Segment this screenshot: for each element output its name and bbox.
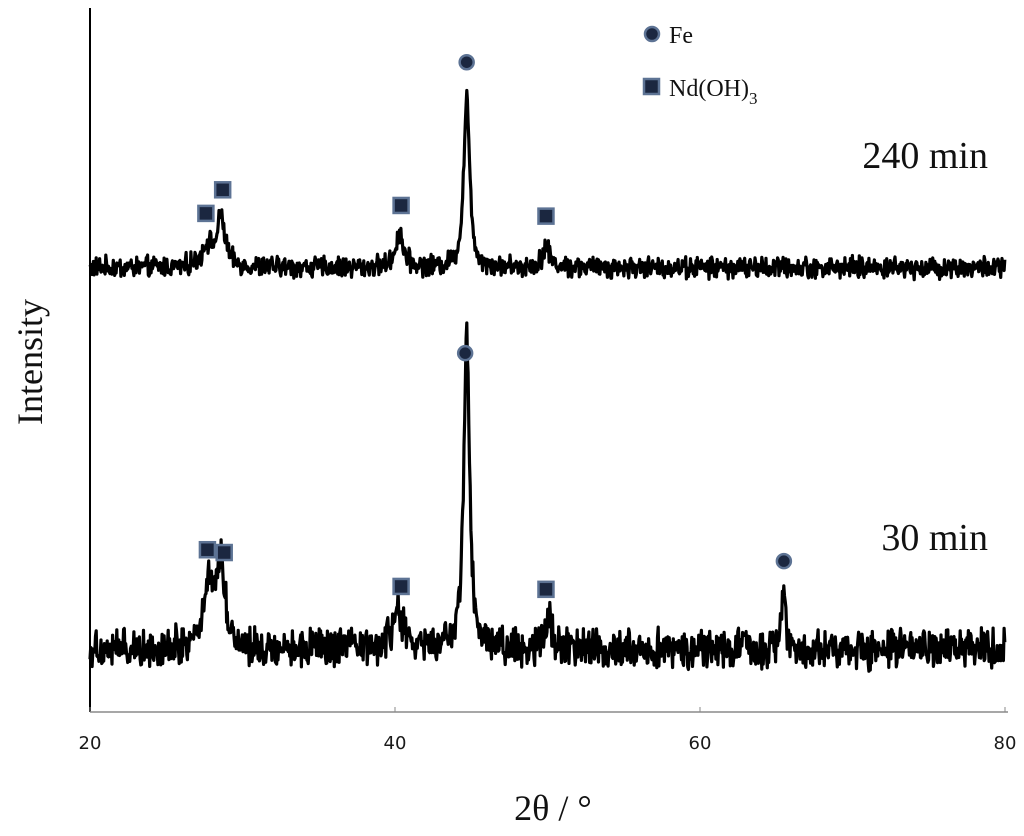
x-tick-label: 20 xyxy=(79,733,102,754)
ndoh3-peak-marker xyxy=(197,204,215,223)
fe-peak-marker xyxy=(458,53,475,71)
x-axis-title: 2θ / ° xyxy=(514,788,592,828)
y-axis-title: Intensity xyxy=(10,299,50,425)
legend-ndoh3-base: Nd(OH) xyxy=(669,76,749,102)
ndoh3-peak-marker xyxy=(392,577,410,596)
fe-peak-marker xyxy=(775,552,793,570)
ndoh3-peak-marker xyxy=(537,207,555,225)
x-tick-label: 40 xyxy=(384,733,407,754)
legend-fe-marker xyxy=(643,25,661,43)
ndoh3-peak-marker xyxy=(198,540,217,559)
x-ticks: 20 40 60 80 xyxy=(79,707,1017,754)
series-label-240min: 240 min xyxy=(862,135,988,177)
series-line-240-min xyxy=(88,88,1007,282)
series-label-30min: 30 min xyxy=(881,517,988,559)
legend-ndoh3-label: Nd(OH)3 xyxy=(669,76,757,108)
legend-ndoh3-marker xyxy=(642,77,661,96)
series-line-30-min xyxy=(88,321,1007,673)
axes: 20 40 60 80 xyxy=(79,8,1017,754)
ndoh3-peak-marker xyxy=(537,580,555,599)
fe-peak-marker xyxy=(456,344,474,362)
x-tick-label: 60 xyxy=(689,733,712,754)
series-layer xyxy=(88,88,1007,673)
ndoh3-peak-marker xyxy=(392,196,410,215)
legend-fe-label: Fe xyxy=(669,23,693,49)
ndoh3-peak-marker xyxy=(213,181,232,199)
legend-ndoh3-subscript: 3 xyxy=(749,89,758,108)
legend: Fe Nd(OH)3 xyxy=(642,23,757,108)
x-tick-label: 80 xyxy=(994,733,1017,754)
marker-layer xyxy=(197,53,793,599)
ndoh3-peak-marker xyxy=(215,543,233,562)
